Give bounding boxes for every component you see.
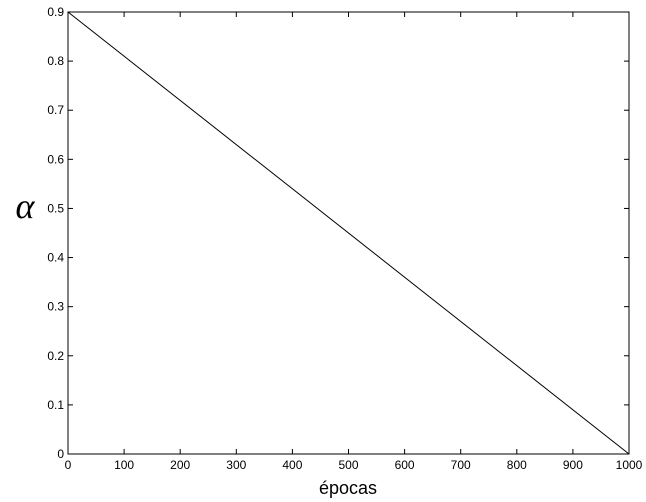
y-tick-labels: 0 0.1 0.2 0.3 0.4 0.5 0.6 0.7 0.8 0.9 xyxy=(47,5,64,461)
y-tick-label: 0.2 xyxy=(47,349,64,363)
x-tick-label: 200 xyxy=(170,458,190,472)
y-axis-title: α xyxy=(16,186,36,226)
x-tick-label: 100 xyxy=(114,458,134,472)
x-tick-label: 700 xyxy=(451,458,471,472)
x-tick-labels: 0 100 200 300 400 500 600 700 800 900 1000 xyxy=(65,458,643,472)
x-tick-label: 600 xyxy=(395,458,415,472)
y-tick-label: 0.6 xyxy=(47,152,64,166)
y-tick-label: 0.9 xyxy=(47,5,64,19)
x-tick-label: 0 xyxy=(65,458,72,472)
y-tick-label: 0.8 xyxy=(47,54,64,68)
y-tick-label: 0.3 xyxy=(47,300,64,314)
series-line xyxy=(67,11,630,455)
axis-ticks xyxy=(67,11,630,455)
series-layer xyxy=(67,11,630,455)
y-tick-label: 0.7 xyxy=(47,103,64,117)
x-tick-label: 800 xyxy=(507,458,527,472)
x-tick-label: 400 xyxy=(282,458,302,472)
x-tick-label: 300 xyxy=(226,458,246,472)
y-tick-label: 0.4 xyxy=(47,251,64,265)
y-tick-label: 0.1 xyxy=(47,398,64,412)
x-axis-title: épocas xyxy=(319,478,377,498)
y-tick-label: 0 xyxy=(57,447,64,461)
x-tick-label: 500 xyxy=(338,458,358,472)
x-tick-label: 1000 xyxy=(616,458,643,472)
y-tick-label: 0.5 xyxy=(47,201,64,215)
x-tick-label: 900 xyxy=(563,458,583,472)
